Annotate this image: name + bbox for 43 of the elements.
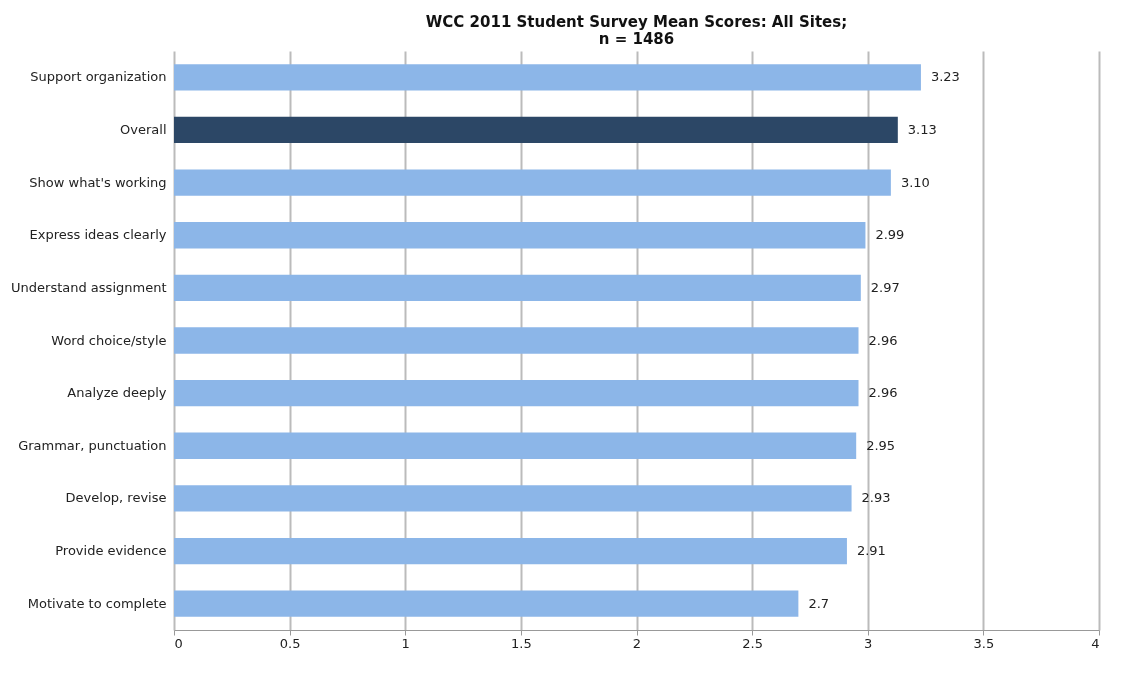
bar [174,274,861,302]
y-tick-label: Word choice/style [51,332,167,348]
data-label: 3.10 [900,174,930,190]
data-label: 2.99 [875,227,905,243]
y-tick-label: Express ideas clearly [29,227,167,243]
x-tick-label: 2.5 [742,635,763,651]
y-tick-label: Understand assignment [11,279,167,295]
bar [174,379,859,407]
data-label: 3.23 [930,69,960,85]
data-label: 3.13 [907,121,937,137]
x-tick-label: 1.5 [511,635,532,651]
y-tick-label: Motivate to complete [27,595,167,611]
bar [174,327,859,354]
bar [174,169,891,196]
data-label: 2.96 [868,332,898,348]
x-tick-label: 4 [1091,635,1100,651]
data-label: 2.93 [861,490,891,506]
data-label: 2.91 [856,543,886,559]
chart-title: WCC 2011 Student Survey Mean Scores: All Sites; n = 1486 [425,13,848,48]
x-tick-label: 0.5 [279,635,301,651]
x-tick-label: 3 [864,635,873,651]
x-tick-label: 1 [401,635,410,651]
bar [174,432,857,459]
bar [174,485,852,512]
x-tick-label: 0 [174,635,183,651]
bar [174,537,847,565]
data-label: 2.97 [870,279,900,295]
data-label: 2.96 [868,385,898,401]
x-tick-label: 2 [632,635,642,651]
x-tick-label: 3.5 [973,635,995,651]
bar [174,590,799,617]
y-tick-label: Grammar, punctuation [18,437,167,453]
bar [174,64,921,91]
data-label: 2.95 [866,437,896,453]
y-tick-label: Analyze deeply [67,385,167,401]
y-tick-label: Develop, revise [65,490,167,506]
y-tick-label: Show what's working [29,174,167,190]
bar [174,222,866,249]
data-label: 2.7 [808,595,830,611]
y-tick-label: Overall [120,121,167,137]
y-tick-label: Provide evidence [55,543,167,559]
bar [174,116,898,144]
y-tick-label: Support organization [30,69,167,85]
